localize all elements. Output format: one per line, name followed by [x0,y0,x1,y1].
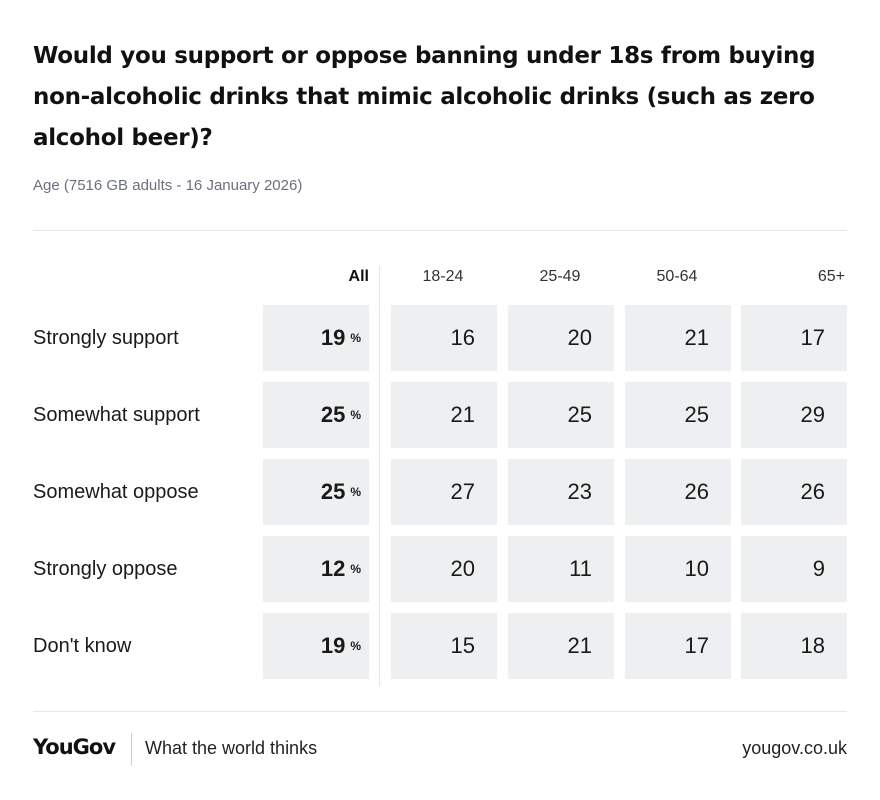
row-label: Don't know [33,635,132,657]
cell-all-value: 19 [320,325,346,350]
chart-title: Would you support or oppose banning unde… [33,43,816,151]
cell-value: 26 [741,459,847,525]
logo-separator [131,733,132,766]
chart-subtitle: Age (7516 GB adults - 16 January 2026) [33,177,303,194]
cell-value: 21 [508,613,614,679]
footer-tagline: What the world thinks [145,738,318,758]
yougov-logo: YouGov [33,735,116,759]
column-header-age: 50-64 [656,268,698,285]
top-divider [33,230,847,231]
cell-value: 11 [508,536,614,602]
cell-value: 16 [391,305,497,371]
cell-all: 25% [263,459,369,525]
all-column-divider [379,266,380,686]
cell-value: 17 [625,613,731,679]
percent-sign: % [350,562,361,576]
cell-value: 26 [625,459,731,525]
cell-value: 21 [625,305,731,371]
row-label: Somewhat oppose [33,481,199,503]
cell-all: 25% [263,382,369,448]
cell-value: 10 [625,536,731,602]
column-header-age: 25-49 [539,268,581,285]
cell-all: 19% [263,613,369,679]
cell-all-value: 25 [320,479,346,504]
cell-all-value: 12 [320,556,346,581]
cell-value: 20 [508,305,614,371]
cell-all: 19% [263,305,369,371]
cell-all-value: 25 [320,402,346,427]
cell-all-value: 19 [320,633,346,658]
cell-value: 25 [625,382,731,448]
percent-sign: % [350,639,361,653]
cell-value: 23 [508,459,614,525]
cell-value: 27 [391,459,497,525]
cell-value: 9 [741,536,847,602]
cell-value: 21 [391,382,497,448]
column-header-age: 65+ [817,268,845,285]
cell-value: 17 [741,305,847,371]
column-header-age: 18-24 [422,268,464,285]
cell-value: 18 [741,613,847,679]
cell-value: 29 [741,382,847,448]
row-label: Strongly oppose [33,558,178,580]
column-header-all: All [348,268,369,285]
row-label: Somewhat support [33,404,200,426]
percent-sign: % [350,485,361,499]
row-label: Strongly support [33,327,179,349]
footer-url: yougov.co.uk [742,738,847,758]
cell-value: 20 [391,536,497,602]
percent-sign: % [350,331,361,345]
cell-value: 15 [391,613,497,679]
cell-all: 12% [263,536,369,602]
bottom-divider [33,711,847,712]
cell-value: 25 [508,382,614,448]
percent-sign: % [350,408,361,422]
